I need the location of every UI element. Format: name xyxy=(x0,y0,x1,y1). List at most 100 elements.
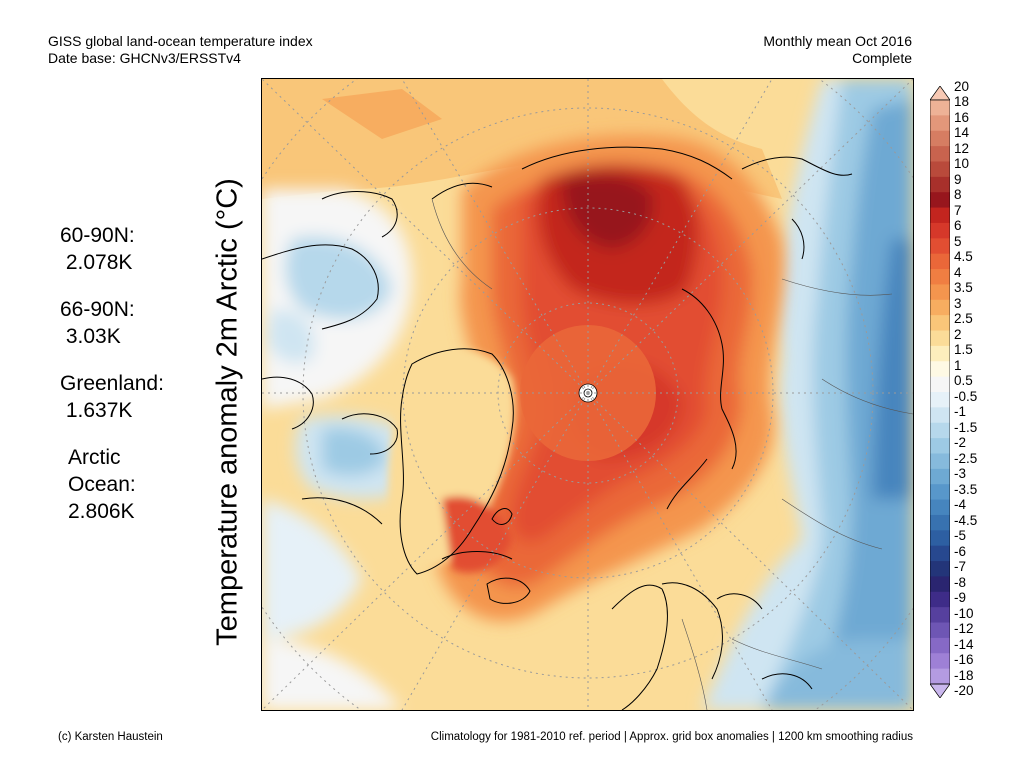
colorbar-tick-label: 1.5 xyxy=(954,342,973,358)
colorbar-bin xyxy=(930,146,950,162)
colorbar-tick-label: 0.5 xyxy=(954,373,973,389)
arctic-anomaly-map xyxy=(261,78,914,711)
colorbar-tick-label: 7 xyxy=(954,202,962,218)
colorbar-bin xyxy=(930,653,950,670)
colorbar xyxy=(930,86,950,698)
colorbar-tick-label: -20 xyxy=(954,683,974,698)
colorbar-bin xyxy=(930,315,950,332)
borders xyxy=(431,198,913,710)
colorbar-bottom-arrow xyxy=(930,683,950,698)
colorbar-tick-label: 9 xyxy=(954,171,962,187)
colorbar-bin xyxy=(930,253,950,270)
colorbar-tick-label: -18 xyxy=(954,667,974,683)
colorbar-tick-label: 10 xyxy=(954,156,970,172)
colorbar-top-arrow xyxy=(930,86,950,101)
colorbar-tick-label: -3 xyxy=(954,466,967,482)
cold-region-east xyxy=(702,79,913,710)
credit: (c) Karsten Haustein xyxy=(58,731,163,743)
colorbar-tick-label: 3 xyxy=(954,295,962,311)
colorbar-bin xyxy=(930,361,950,378)
colorbar-bin xyxy=(930,330,950,347)
header-right: Monthly mean Oct 2016 Complete xyxy=(763,33,912,67)
colorbar-bin xyxy=(930,115,950,132)
colorbar-bin xyxy=(930,484,950,501)
colorbar-tick-label: 14 xyxy=(954,125,970,141)
colorbar-bin xyxy=(930,499,950,516)
colorbar-bin xyxy=(930,561,950,577)
colorbar-tick-label: -9 xyxy=(954,590,967,606)
colorbar-tick-label: 2.5 xyxy=(954,311,973,327)
graticule xyxy=(262,79,913,710)
colorbar-tick-label: -0.5 xyxy=(954,388,978,404)
colorbar-tick-label: -7 xyxy=(954,559,967,575)
colorbar-tick-label: -1 xyxy=(954,404,967,420)
completeness-label: Complete xyxy=(852,50,912,66)
data-base: Date base: GHCNv3/ERSSTv4 xyxy=(48,50,241,66)
colorbar-bin xyxy=(930,130,950,147)
north-warm-patch xyxy=(322,89,442,139)
colorbar-bin xyxy=(930,192,950,209)
stat-60-90n: 60-90N: 2.078K xyxy=(60,224,135,274)
colorbar-tick-label: 3.5 xyxy=(954,280,973,296)
colorbar-bin xyxy=(930,100,950,116)
colorbar-tick-label: 4.5 xyxy=(954,249,973,265)
colorbar-tick-label: -6 xyxy=(954,543,967,559)
colorbar-tick-label: 18 xyxy=(954,94,970,110)
colorbar-tick-label: 5 xyxy=(954,233,962,249)
colorbar-bin xyxy=(930,530,950,547)
colorbar-tick-label: 4 xyxy=(954,264,962,280)
axis-label: Temperature anomaly 2m Arctic (°C) xyxy=(211,178,244,646)
colorbar-bin xyxy=(930,345,950,362)
colorbar-tick-label: 8 xyxy=(954,187,962,203)
colorbar-bin xyxy=(930,591,950,608)
colorbar-tick-label: 16 xyxy=(954,109,970,125)
colorbar-tick-label: -1.5 xyxy=(954,419,978,435)
colorbar-tick-label: -12 xyxy=(954,621,974,637)
colorbar-bin xyxy=(930,453,950,470)
colorbar-tick-label: -10 xyxy=(954,605,974,621)
colorbar-tick-label: -4.5 xyxy=(954,512,978,528)
colorbar-bin xyxy=(930,622,950,639)
colorbar-bin xyxy=(930,576,950,593)
colorbar-tick-label: 6 xyxy=(954,218,962,234)
regional-stats: 60-90N: 2.078K 66-90N: 3.03K Greenland: … xyxy=(60,222,164,545)
header-left: GISS global land-ocean temperature index… xyxy=(48,33,313,67)
stat-arctic-ocean: Arctic Ocean: 2.806K xyxy=(68,446,136,523)
stat-greenland: Greenland: 1.637K xyxy=(60,372,164,422)
colorbar-bin xyxy=(930,637,950,654)
coastlines xyxy=(262,146,853,710)
colorbar-bin xyxy=(930,392,950,408)
colorbar-tick-label: -2.5 xyxy=(954,450,978,466)
map-title: GISS global land-ocean temperature index xyxy=(48,33,313,49)
colorbar-bin xyxy=(930,668,950,685)
colorbar-tick-label: 12 xyxy=(954,140,970,156)
colorbar-bin xyxy=(930,376,950,393)
colorbar-tick-label: 2 xyxy=(954,326,962,342)
colorbar-tick-label: 20 xyxy=(954,79,970,94)
colorbar-bin xyxy=(930,438,950,454)
colorbar-bin xyxy=(930,422,950,439)
colorbar-tick-label: -4 xyxy=(954,497,967,513)
period-label: Monthly mean Oct 2016 xyxy=(763,33,912,49)
colorbar-frame xyxy=(930,99,950,685)
colorbar-bin xyxy=(930,299,950,316)
colorbar-bin xyxy=(930,514,950,531)
colorbar-bin xyxy=(930,222,950,239)
colorbar-tick-label: -5 xyxy=(954,528,967,544)
colorbar-bin xyxy=(930,238,950,255)
colorbar-bin xyxy=(930,176,950,193)
greenland-field xyxy=(388,348,515,573)
colorbar-tick-label: -8 xyxy=(954,574,967,590)
colorbar-bin xyxy=(930,407,950,424)
colorbar-bin xyxy=(930,545,950,562)
colorbar-tick-label: -3.5 xyxy=(954,481,978,497)
stat-66-90n: 66-90N: 3.03K xyxy=(60,298,135,348)
colorbar-bin xyxy=(930,607,950,624)
colorbar-tick-label: 1 xyxy=(954,357,962,373)
colorbar-bin xyxy=(930,161,950,178)
colorbar-bin xyxy=(930,284,950,301)
colorbar-tick-label: -16 xyxy=(954,652,974,668)
colorbar-bin xyxy=(930,468,950,485)
colorbar-tick-label: -14 xyxy=(954,636,974,652)
footnote: Climatology for 1981-2010 ref. period | … xyxy=(430,731,913,743)
